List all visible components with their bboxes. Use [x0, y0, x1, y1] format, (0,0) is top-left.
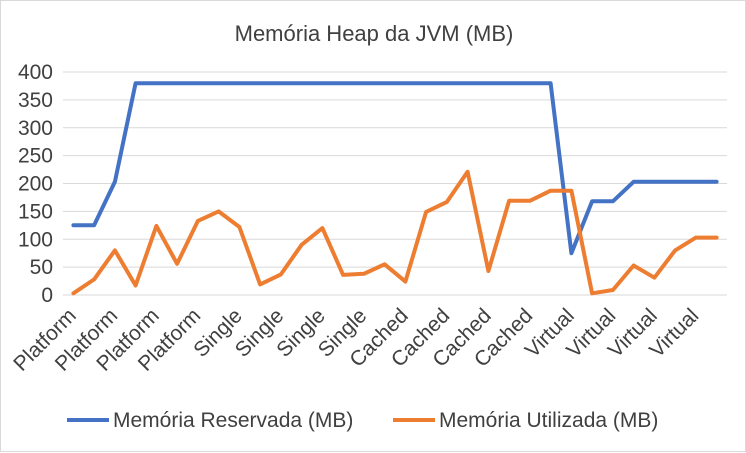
- y-tick-label: 250: [18, 145, 53, 168]
- y-tick-label: 50: [30, 256, 53, 279]
- series-line-reservada: [73, 83, 716, 253]
- legend-label-reservada: Memória Reservada (MB): [113, 409, 353, 432]
- chart-title: Memória Heap da JVM (MB): [235, 21, 514, 46]
- y-tick-label: 400: [18, 61, 53, 84]
- y-axis-tick-labels: 0 50 100 150 200 250 300 350 400: [18, 61, 53, 307]
- x-axis-tick-labels: PlatformPlatformPlatformPlatformSingleSi…: [9, 304, 703, 376]
- y-tick-label: 0: [41, 284, 53, 307]
- y-tick-label: 300: [18, 117, 53, 140]
- y-tick-label: 150: [18, 200, 53, 223]
- series-line-utilizada: [73, 172, 716, 293]
- legend: Memória Reservada (MB) Memória Utilizada…: [67, 409, 658, 432]
- gridlines: [63, 72, 727, 295]
- series-lines: [73, 83, 716, 293]
- legend-label-utilizada: Memória Utilizada (MB): [439, 409, 658, 432]
- y-tick-label: 200: [18, 173, 53, 196]
- y-tick-label: 350: [18, 89, 53, 112]
- y-tick-label: 100: [18, 228, 53, 251]
